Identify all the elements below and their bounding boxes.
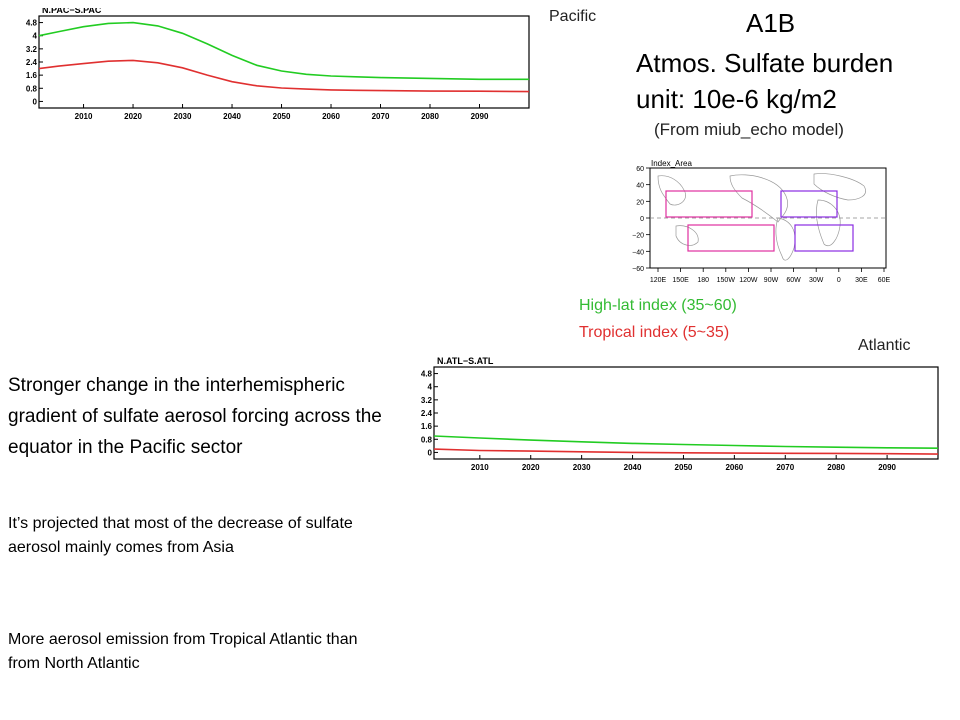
map-title: Index_Area [651,159,692,168]
x-tick-label: 2040 [624,463,642,472]
map-lon-label: 180 [697,277,709,284]
x-tick-label: 2010 [75,112,93,121]
x-tick-label: 2030 [573,463,591,472]
y-tick-label: 1.6 [421,422,433,431]
x-tick-label: 2080 [827,463,845,472]
series-line-high-lat [433,435,939,449]
x-tick-label: 2070 [372,112,390,121]
x-tick-label: 2060 [322,112,340,121]
map-lon-label: 30W [809,277,824,284]
x-tick-label: 2080 [421,112,439,121]
pacific-label: Pacific [549,8,597,25]
map-lat-label: −40 [632,249,644,256]
x-tick-label: 2060 [725,463,743,472]
x-tick-label: 2070 [776,463,794,472]
x-tick-label: 2030 [174,112,192,121]
map-lon-label: 0 [837,277,841,284]
x-tick-label: 2040 [223,112,241,121]
y-tick-label: 4 [33,32,38,41]
map-lon-label: 60E [878,277,890,284]
x-tick-label: 2010 [471,463,489,472]
y-tick-label: 0.8 [421,435,433,444]
y-tick-label: 0.8 [26,84,38,93]
map-lon-label: 60W [786,277,801,284]
x-tick-label: 2020 [124,112,142,121]
map-lon-label: 150E [672,277,689,284]
legend-tropical: Tropical index (5~35) [579,324,730,341]
series-line-tropical [38,59,530,93]
y-tick-label: 2.4 [26,58,38,67]
model-source: (From miub_echo model) [654,120,844,139]
scenario-title: A1B [746,8,796,38]
y-tick-label: 0 [33,97,38,106]
legend-high-lat: High-lat index (35~60) [579,297,737,314]
atlantic-chart: N.ATL−S.ATL 0 0.8 1.6 2.4 3.2 4 4.8 2010 2020 2030… [421,356,939,472]
atlantic-label: Atlantic [858,337,911,354]
variable-title: Atmos. Sulfate burden [636,48,894,78]
map-lat-label: 0 [640,216,644,223]
series-line-tropical [433,448,939,455]
map-lat-label: −20 [632,233,644,240]
y-tick-label: 1.6 [26,71,38,80]
y-tick-label: 3.2 [421,396,433,405]
map-lon-label: 30E [855,277,868,284]
x-tick-label: 2050 [273,112,291,121]
note-asia: It’s projected that most of the decrease… [8,515,353,556]
map-lat-label: 60 [636,166,644,173]
y-tick-label: 0 [428,448,433,457]
index-area-map: Index_Area 60 40 20 0 −20 −40 −60 120E 150E 180 1… [632,159,890,284]
chart-title: N.ATL−S.ATL [437,356,494,366]
map-lon-label: 120W [739,277,758,284]
box-south-pacific [687,224,775,252]
box-north-pacific [665,190,753,218]
unit-title: unit: 10e-6 kg/m2 [636,84,837,114]
series-line-high-lat [38,21,529,81]
y-tick-label: 3.2 [26,45,38,54]
plot-frame [38,15,530,109]
y-tick-label: 4.8 [26,19,38,28]
map-lat-label: 20 [636,199,644,206]
map-lon-label: 90W [764,277,779,284]
x-tick-label: 2020 [522,463,540,472]
box-north-atlantic [780,190,838,218]
continent-outlines [657,173,866,261]
pacific-chart: N.PAC−S.PAC 0 0.8 1.6 2.4 3.2 4 4.8 2010 2020 2030… [26,8,530,121]
y-tick-label: 4.8 [421,370,433,379]
note-atlantic: More aerosol emission from Tropical Atla… [8,631,358,672]
x-tick-label: 2090 [471,112,489,121]
y-tick-label: 4 [428,383,433,392]
x-tick-label: 2050 [675,463,693,472]
map-lat-label: −60 [632,266,644,273]
map-lon-label: 120E [650,277,667,284]
x-tick-label: 2090 [878,463,896,472]
chart-title: N.PAC−S.PAC [42,8,102,15]
map-lat-label: 40 [636,183,644,190]
y-tick-label: 2.4 [421,409,433,418]
note-gradient: Stronger change in the interhemispheric … [8,375,382,458]
map-lon-label: 150W [717,277,736,284]
box-south-atlantic [794,224,854,252]
